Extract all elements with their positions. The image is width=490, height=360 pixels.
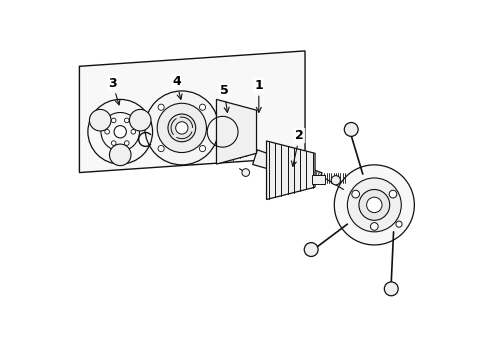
Circle shape [111, 118, 116, 123]
Circle shape [352, 190, 360, 198]
Polygon shape [253, 150, 322, 183]
Text: 2: 2 [292, 129, 304, 166]
Circle shape [109, 144, 131, 166]
Circle shape [384, 282, 398, 296]
Circle shape [114, 126, 126, 138]
Circle shape [199, 145, 206, 152]
Text: 5: 5 [220, 85, 229, 112]
Circle shape [158, 104, 164, 110]
Polygon shape [217, 99, 257, 164]
Polygon shape [267, 141, 315, 199]
Circle shape [124, 141, 129, 145]
Circle shape [131, 130, 136, 134]
Circle shape [157, 103, 206, 153]
Text: 4: 4 [172, 75, 182, 99]
Circle shape [389, 190, 397, 198]
Text: 1: 1 [254, 79, 263, 112]
Circle shape [145, 91, 219, 165]
Circle shape [396, 221, 402, 227]
Circle shape [129, 109, 151, 131]
Circle shape [304, 243, 318, 256]
Circle shape [367, 197, 382, 213]
Circle shape [168, 114, 196, 142]
Circle shape [331, 176, 341, 185]
Circle shape [199, 104, 206, 110]
Circle shape [105, 130, 109, 134]
FancyBboxPatch shape [312, 175, 325, 184]
Polygon shape [79, 51, 305, 172]
Circle shape [334, 165, 415, 245]
Circle shape [242, 169, 249, 176]
Circle shape [90, 109, 111, 131]
Circle shape [370, 222, 378, 230]
Circle shape [344, 122, 358, 136]
Circle shape [347, 178, 401, 232]
Text: 3: 3 [108, 77, 120, 105]
Circle shape [359, 189, 390, 220]
Circle shape [111, 141, 116, 145]
Circle shape [176, 122, 188, 134]
Circle shape [158, 145, 164, 152]
Circle shape [124, 118, 129, 123]
